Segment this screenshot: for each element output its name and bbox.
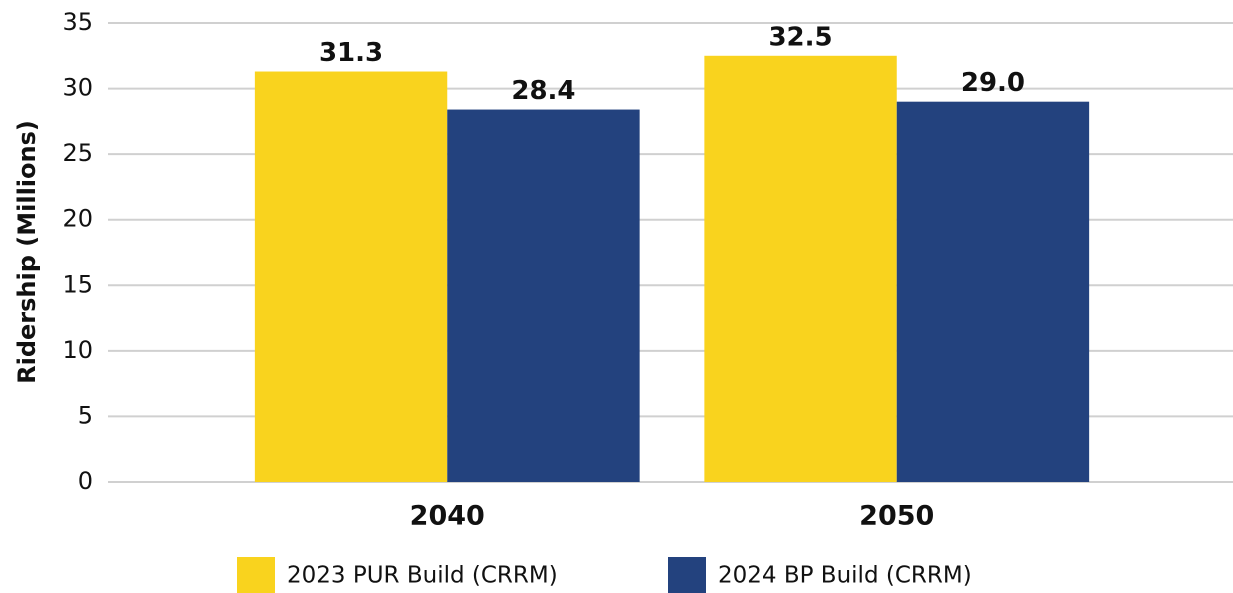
legend-swatch: [668, 557, 706, 593]
y-tick-label: 10: [62, 336, 93, 364]
x-tick-label: 2040: [410, 501, 485, 532]
y-axis-label: Ridership (Millions): [13, 120, 41, 384]
value-label: 31.3: [319, 38, 383, 68]
y-tick-label: 20: [62, 205, 93, 233]
y-tick-label: 25: [62, 139, 93, 167]
y-tick-label: 5: [78, 401, 93, 429]
bar: [704, 55, 897, 483]
y-tick-label: 15: [62, 270, 93, 298]
legend-swatch: [237, 557, 275, 593]
bar: [254, 71, 448, 482]
bar: [896, 101, 1090, 482]
legend-label: 2023 PUR Build (CRRM): [287, 563, 558, 589]
legend-label: 2024 BP Build (CRRM): [718, 563, 972, 589]
x-tick-label: 2050: [859, 501, 934, 532]
value-label: 32.5: [768, 22, 832, 52]
y-tick-label: 35: [62, 8, 93, 36]
y-tick-label: 0: [78, 467, 93, 495]
value-label: 29.0: [961, 68, 1025, 98]
value-label: 28.4: [511, 76, 575, 106]
y-tick-label: 30: [62, 74, 93, 102]
bar: [447, 109, 640, 482]
